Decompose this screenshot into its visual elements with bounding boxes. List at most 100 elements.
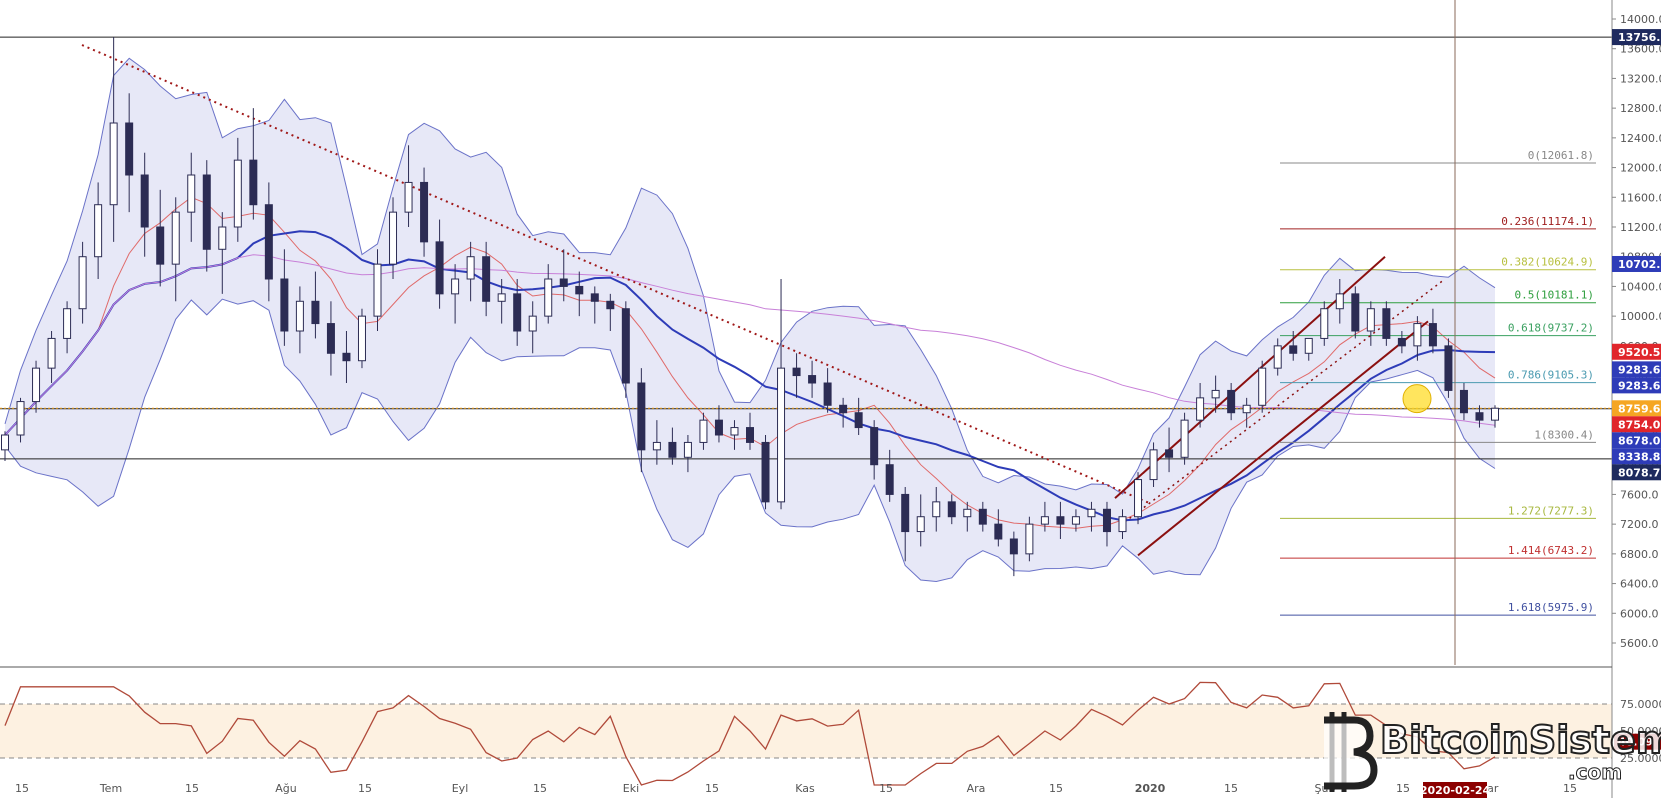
candle-down — [1009, 538, 1018, 555]
candle-up — [1273, 345, 1282, 369]
candle-down — [326, 323, 335, 354]
fib-level-label: 1.414(6743.2) — [1508, 544, 1594, 557]
horizontal-lines — [0, 36, 1612, 460]
cursor-date-tag — [1423, 782, 1487, 798]
time-tick-label: 15 — [1396, 782, 1410, 795]
candle-down — [264, 204, 273, 280]
candle-up — [357, 315, 366, 362]
candle-down — [202, 174, 211, 250]
fib-level-label: 1.272(7277.3) — [1508, 504, 1594, 517]
candle-up — [1258, 367, 1267, 406]
price-tick-label: 12400.0 — [1620, 132, 1661, 145]
candle-down — [1289, 345, 1298, 354]
candle-up — [94, 204, 103, 258]
candle-down — [978, 508, 987, 525]
candle-down — [839, 404, 848, 414]
price-tick-label: 13200.0 — [1620, 72, 1661, 85]
candle-down — [125, 122, 134, 176]
rsi-tick-label: 75.0000 — [1620, 698, 1661, 711]
time-tick-label: Ağu — [275, 782, 296, 795]
candle-up — [528, 315, 537, 332]
cursor-date-label: 2020-02-24 — [1420, 784, 1491, 797]
time-tick-label: Ara — [967, 782, 986, 795]
candle-up — [1491, 407, 1499, 421]
price-tag — [1612, 361, 1661, 378]
candle-up — [218, 226, 227, 250]
candle-down — [901, 493, 910, 533]
candle-down — [808, 375, 817, 384]
price-tick-label: 7200.0 — [1620, 518, 1659, 531]
price-tick-label: 12800.0 — [1620, 102, 1661, 115]
price-tick-label: 10000.0 — [1620, 310, 1661, 323]
price-tag — [1612, 29, 1661, 46]
candle-down — [311, 300, 320, 325]
candlesticks — [1, 37, 1499, 577]
price-tick-label: 11600.0 — [1620, 191, 1661, 204]
candle-down — [590, 293, 599, 302]
candle-up — [777, 367, 786, 503]
price-tag-label: 8078.7 — [1618, 466, 1660, 479]
candle-down — [1444, 345, 1453, 391]
candle-up — [963, 508, 972, 518]
candle-up — [1040, 516, 1049, 525]
candle-up — [32, 367, 41, 403]
fib-level-label: 0.382(10624.9) — [1501, 256, 1594, 269]
candle-down — [823, 382, 832, 406]
candle-up — [451, 278, 460, 295]
price-tag-label: 8759.6 — [1618, 402, 1661, 415]
candle-down — [140, 174, 149, 228]
rsi-value-label: 40.09 — [1618, 736, 1653, 749]
candle-down — [513, 293, 522, 332]
descending-trendline — [81, 44, 1151, 505]
candle-down — [714, 419, 723, 436]
price-tick-label: 14000.0 — [1620, 13, 1661, 26]
time-tick-label: 15 — [1563, 782, 1577, 795]
time-tick-label: 15 — [1224, 782, 1238, 795]
candle-up — [683, 441, 692, 458]
price-tag-label: 8338.8 — [1618, 450, 1660, 463]
price-tick-label: 12000.0 — [1620, 162, 1661, 175]
time-tick-label: Eki — [623, 782, 639, 795]
candle-down — [1428, 323, 1437, 347]
candle-up — [1366, 308, 1375, 332]
candle-up — [389, 211, 398, 265]
bitcoin-logo-icon — [1324, 712, 1378, 792]
fib-level-label: 0.5(10181.1) — [1515, 289, 1594, 302]
candle-up — [497, 293, 506, 302]
candle-up — [63, 308, 72, 339]
watermark-suffix: .com — [1567, 760, 1623, 785]
candle-up — [1180, 419, 1189, 458]
fib-level-label: 1(8300.4) — [1534, 428, 1594, 441]
watermark-text: BitcoinSistemi — [1379, 717, 1661, 763]
time-tick-label: Eyl — [452, 782, 469, 795]
price-tag-label: 9283.6 — [1618, 363, 1661, 376]
crosshair-cursor: 2020-02-24 — [1420, 0, 1491, 798]
price-tag — [1612, 343, 1661, 360]
time-tick-label: 15 — [533, 782, 547, 795]
candle-up — [1118, 516, 1127, 533]
candle-down — [746, 427, 754, 443]
fib-level-label: 0.786(9105.3) — [1508, 369, 1594, 382]
time-tick-label: 15 — [1049, 782, 1063, 795]
price-tag — [1612, 432, 1661, 449]
candle-up — [171, 211, 180, 265]
price-tick-label: 11200.0 — [1620, 221, 1661, 234]
time-tick-label: 2020 — [1135, 782, 1166, 795]
price-tick-label: 6400.0 — [1620, 578, 1659, 591]
candle-up — [1087, 508, 1096, 518]
price-tick-label: 10400.0 — [1620, 280, 1661, 293]
candle-down — [1227, 389, 1236, 414]
price-tick-label: 13600.0 — [1620, 43, 1661, 56]
candle-down — [1351, 293, 1360, 332]
candle-down — [994, 523, 1003, 540]
candle-up — [699, 419, 708, 443]
candle-up — [652, 441, 661, 451]
candle-up — [1304, 337, 1313, 354]
price-tag-label: 10702.1 — [1618, 258, 1661, 271]
candle-up — [1211, 389, 1220, 399]
candle-down — [870, 427, 879, 466]
candle-up — [1149, 449, 1158, 481]
rsi-tick-label: 25.0000 — [1620, 752, 1661, 765]
candle-down — [761, 441, 770, 503]
